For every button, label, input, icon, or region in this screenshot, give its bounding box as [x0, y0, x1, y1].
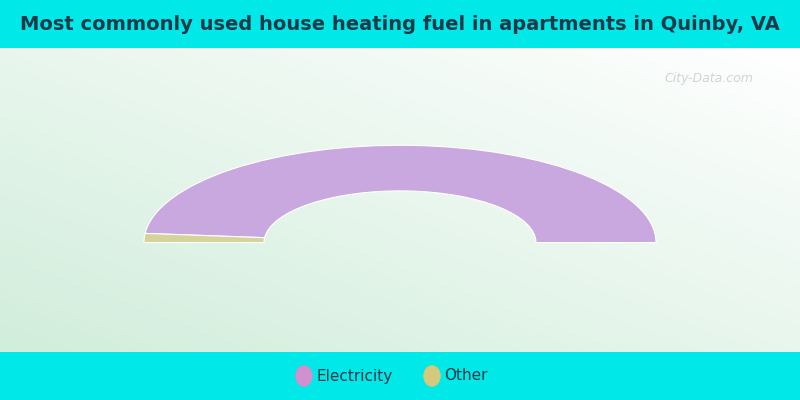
Text: Other: Other: [444, 368, 487, 384]
Text: Most commonly used house heating fuel in apartments in Quinby, VA: Most commonly used house heating fuel in…: [20, 14, 780, 34]
Text: Electricity: Electricity: [316, 368, 392, 384]
Wedge shape: [144, 234, 265, 242]
Ellipse shape: [295, 365, 313, 387]
Text: City-Data.com: City-Data.com: [664, 72, 753, 85]
Ellipse shape: [423, 365, 441, 387]
Wedge shape: [145, 145, 656, 242]
